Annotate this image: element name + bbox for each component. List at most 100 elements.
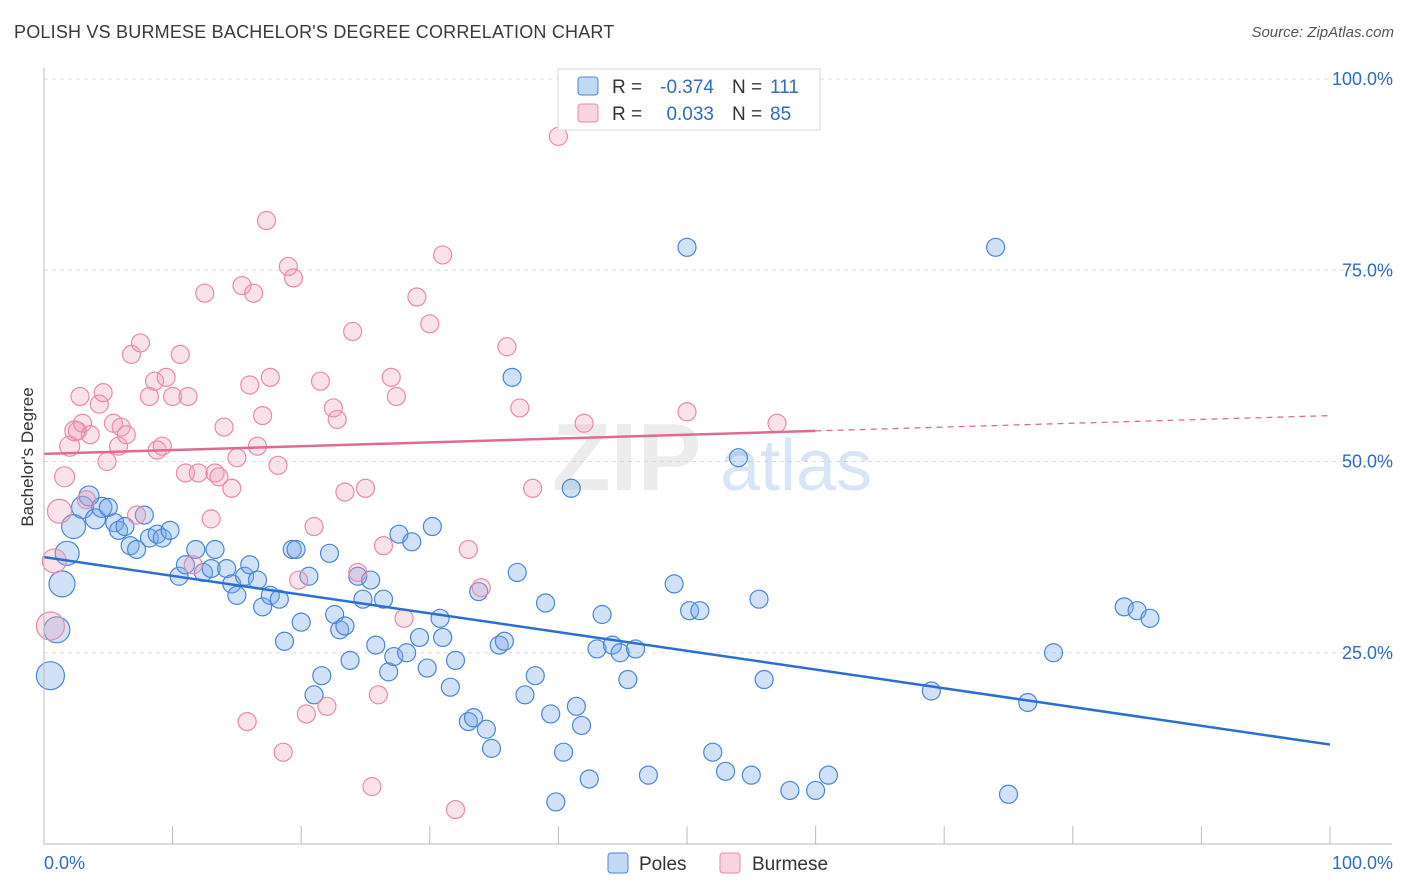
point-poles — [227, 585, 247, 605]
point-burmese — [76, 490, 97, 510]
point-poles — [126, 539, 147, 560]
point-burmese — [445, 799, 466, 820]
point-burmese — [343, 321, 363, 342]
trend-line-poles — [43, 555, 1331, 746]
point-burmese — [144, 371, 165, 391]
legend-top-swatch-burmese — [577, 103, 599, 123]
point-burmese — [116, 425, 136, 445]
point-burmese — [222, 478, 242, 498]
point-poles — [579, 769, 599, 789]
point-poles — [728, 448, 749, 468]
point-burmese — [178, 386, 198, 407]
trend-layer — [43, 414, 1331, 746]
point-burmese — [458, 539, 478, 560]
legend-top-r-label-poles: R = — [612, 77, 647, 98]
point-burmese — [46, 498, 73, 524]
legend-top-swatch-poles — [577, 76, 599, 96]
point-burmese — [283, 268, 304, 288]
point-poles — [422, 516, 442, 537]
point-poles — [541, 704, 561, 724]
point-burmese — [260, 367, 280, 387]
point-burmese — [327, 409, 347, 430]
point-poles — [566, 696, 587, 716]
point-burmese — [93, 383, 113, 403]
watermark: ZIP atlas — [552, 404, 872, 511]
point-poles — [217, 558, 237, 579]
legend-top-n-value-poles: 111 — [770, 77, 799, 98]
point-poles — [445, 650, 466, 671]
point-poles — [638, 765, 659, 785]
point-burmese — [156, 367, 176, 387]
point-poles — [780, 780, 800, 801]
point-burmese — [497, 337, 517, 357]
y-tick-label: 75.0% — [1342, 260, 1393, 280]
point-burmese — [767, 413, 787, 433]
point-poles — [152, 528, 172, 548]
point-poles — [286, 539, 306, 560]
point-poles — [592, 604, 612, 625]
point-burmese — [188, 463, 208, 483]
point-poles — [384, 646, 404, 667]
point-poles — [489, 635, 509, 655]
point-poles — [677, 237, 697, 257]
point-burmese — [368, 685, 388, 705]
point-poles — [304, 685, 324, 705]
point-poles — [366, 635, 386, 655]
point-burmese — [80, 425, 100, 445]
legend-top-box — [557, 68, 821, 131]
point-poles — [664, 574, 684, 594]
point-burmese — [317, 696, 337, 716]
legend-bottom-label-burmese: Burmese — [752, 854, 828, 875]
point-burmese — [289, 570, 309, 590]
point-burmese — [89, 394, 109, 414]
point-poles — [335, 616, 355, 636]
y-tick-label: 50.0% — [1342, 452, 1393, 472]
point-poles — [201, 558, 221, 579]
series-burmese — [35, 126, 787, 820]
point-poles — [1114, 597, 1134, 617]
point-burmese — [152, 436, 172, 456]
point-burmese — [195, 283, 215, 303]
legend-top-r-value-burmese: 0.033 — [666, 104, 714, 125]
point-poles — [749, 589, 769, 609]
point-burmese — [130, 333, 151, 353]
point-burmese — [53, 466, 76, 488]
point-burmese — [201, 509, 221, 529]
point-poles — [986, 237, 1006, 257]
point-poles — [463, 708, 484, 728]
point-burmese — [373, 536, 394, 556]
point-poles — [240, 555, 260, 575]
point-poles — [433, 627, 453, 648]
point-burmese — [386, 386, 406, 407]
x-tick-label-min: 0.0% — [44, 853, 85, 873]
point-poles — [998, 784, 1019, 804]
legend-bottom: Poles Burmese — [607, 852, 828, 875]
point-poles — [561, 478, 581, 498]
point-poles — [115, 516, 135, 537]
point-burmese — [348, 562, 368, 583]
point-poles — [291, 612, 311, 632]
point-burmese — [244, 283, 264, 303]
point-poles — [160, 520, 180, 540]
point-poles — [274, 631, 295, 651]
point-burmese — [70, 386, 90, 407]
point-poles — [35, 661, 66, 691]
y-tick-label: 25.0% — [1342, 643, 1393, 663]
point-poles — [1140, 608, 1160, 628]
point-poles — [319, 543, 340, 563]
point-burmese — [214, 417, 234, 437]
point-poles — [525, 666, 545, 686]
point-poles — [494, 631, 514, 651]
point-poles — [430, 608, 450, 628]
point-burmese — [278, 256, 298, 277]
point-poles — [330, 620, 350, 640]
points-layer — [35, 126, 1160, 820]
point-poles — [481, 738, 502, 758]
point-poles — [373, 589, 394, 609]
point-poles — [299, 566, 319, 586]
point-poles — [253, 597, 273, 617]
point-poles — [397, 643, 417, 663]
point-burmese — [35, 611, 66, 641]
y-tick-label: 100.0% — [1332, 69, 1393, 89]
